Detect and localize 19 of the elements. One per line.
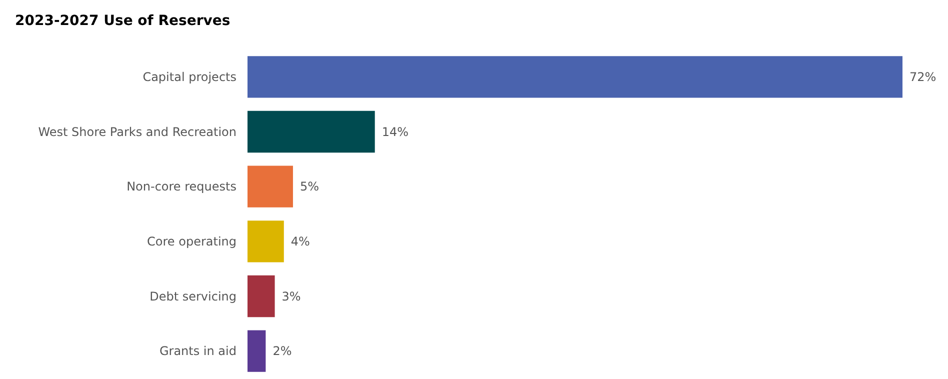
- bar: [248, 56, 902, 98]
- y-tick-label: Non-core requests: [126, 180, 237, 194]
- bar: [248, 110, 375, 153]
- text: 2023-2027 Use of Reserves: [15, 12, 230, 31]
- y-tick-label: Debt servicing: [150, 289, 237, 304]
- data-label: 72%: [909, 70, 936, 84]
- y-tick-label: West Shore Parks and Recreation: [38, 124, 236, 139]
- data-label: 2%: [272, 344, 292, 358]
- data-label: 4%: [290, 234, 310, 248]
- bar: [248, 330, 266, 372]
- bar: [248, 275, 275, 318]
- bar: [248, 166, 293, 208]
- y-tick-label: Capital projects: [142, 70, 237, 84]
- y-tick-label: Core operating: [147, 234, 237, 248]
- data-label: 14%: [382, 124, 409, 139]
- data-label: 3%: [282, 289, 301, 304]
- y-tick-label: Grants in aid: [159, 344, 237, 358]
- bar: [248, 220, 284, 262]
- data-label: 5%: [300, 180, 320, 194]
